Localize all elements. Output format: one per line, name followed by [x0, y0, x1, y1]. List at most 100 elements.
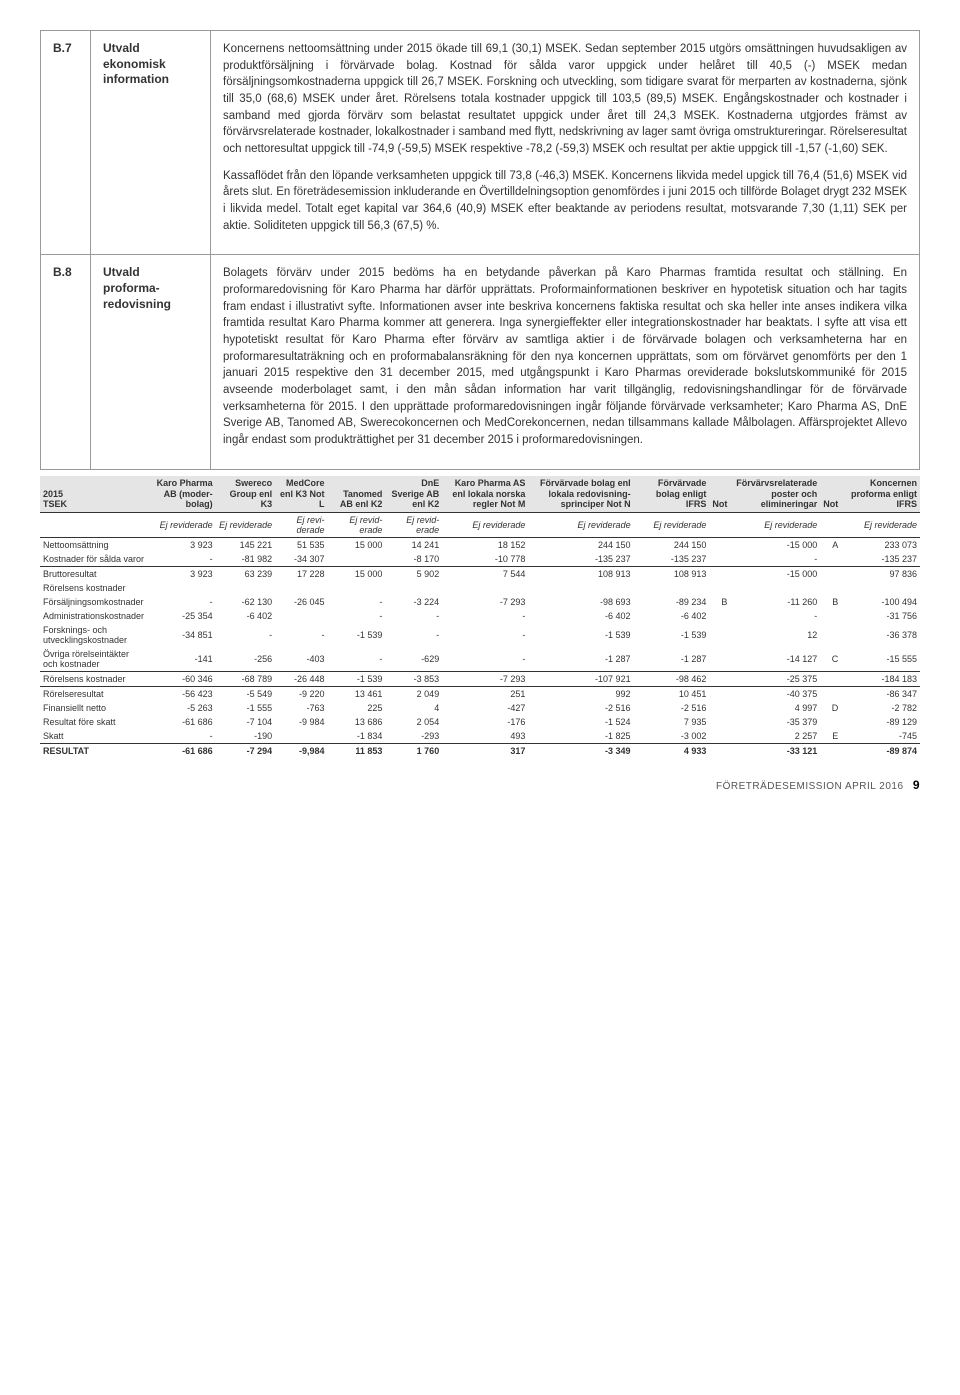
fin-cell: -25 354: [149, 609, 216, 623]
fin-cell: 15 000: [328, 538, 386, 553]
b8-para-1: Bolagets förvärv under 2015 bedöms ha en…: [223, 265, 907, 448]
fin-col-4: DnE Sverige AB enl K2: [385, 476, 442, 513]
fin-col-11: Koncernen proforma enligt IFRS: [841, 476, 920, 513]
fin-cell: [820, 581, 841, 595]
fin-cell: -763: [275, 701, 327, 715]
fin-col-10: Not: [820, 476, 841, 513]
fin-cell: [634, 581, 710, 595]
fin-cell: -36 378: [841, 623, 920, 647]
section-code-b8: B.8: [41, 255, 91, 469]
fin-cell: -: [149, 595, 216, 609]
fin-cell: -: [442, 623, 528, 647]
fin-cell: -98 693: [528, 595, 633, 609]
fin-row-label: Rörelseresultat: [40, 687, 149, 702]
fin-cell: -: [442, 609, 528, 623]
fin-cell: 1 760: [385, 744, 442, 759]
fin-cell: [730, 581, 820, 595]
fin-cell: [709, 581, 730, 595]
fin-cell: 7 935: [634, 715, 710, 729]
fin-cell: -: [442, 647, 528, 672]
fin-cell: -3 349: [528, 744, 633, 759]
fin-cell: B: [709, 595, 730, 609]
fin-cell: -6 402: [216, 609, 276, 623]
fin-cell: [820, 623, 841, 647]
fin-row-label: RESULTAT: [40, 744, 149, 759]
fin-header-title: 2015 TSEK: [40, 476, 149, 513]
fin-cell: 51 535: [275, 538, 327, 553]
fin-cell: 14 241: [385, 538, 442, 553]
fin-cell: [528, 581, 633, 595]
fin-cell: -5 263: [149, 701, 216, 715]
fin-cell: -: [328, 647, 386, 672]
fin-cell: -1 539: [528, 623, 633, 647]
fin-cell: 244 150: [634, 538, 710, 553]
fin-cell: 992: [528, 687, 633, 702]
fin-cell: 3 923: [149, 538, 216, 553]
fin-cell: [328, 581, 386, 595]
fin-cell: [820, 609, 841, 623]
fin-cell: -3 002: [634, 729, 710, 744]
footer-page: 9: [913, 778, 920, 792]
fin-cell: 233 073: [841, 538, 920, 553]
fin-cell: -2 516: [528, 701, 633, 715]
fin-cell: [275, 581, 327, 595]
fin-cell: 493: [442, 729, 528, 744]
fin-cell: 2 054: [385, 715, 442, 729]
fin-cell: 63 239: [216, 567, 276, 582]
fin-col-6: Förvär­vade bolag enl lokala redo­visnin…: [528, 476, 633, 513]
fin-cell: -2 782: [841, 701, 920, 715]
fin-cell: 4 997: [730, 701, 820, 715]
fin-cell: 17 228: [275, 567, 327, 582]
fin-cell: B: [820, 595, 841, 609]
fin-cell: -1 834: [328, 729, 386, 744]
fin-cell: 317: [442, 744, 528, 759]
fin-cell: [216, 581, 276, 595]
fin-row-label: Bruttoresultat: [40, 567, 149, 582]
fin-cell: -: [328, 609, 386, 623]
fin-cell: [709, 609, 730, 623]
fin-cell: -40 375: [730, 687, 820, 702]
fin-cell: -1 825: [528, 729, 633, 744]
fin-cell: -403: [275, 647, 327, 672]
fin-cell: 225: [328, 701, 386, 715]
fin-cell: [149, 581, 216, 595]
fin-cell: -: [730, 552, 820, 567]
fin-cell: 4 933: [634, 744, 710, 759]
fin-cell: -107 921: [528, 672, 633, 687]
fin-cell: -190: [216, 729, 276, 744]
fin-col-7: Förvärvade bolag enligt IFRS: [634, 476, 710, 513]
fin-cell: -7 104: [216, 715, 276, 729]
fin-cell: -14 127: [730, 647, 820, 672]
fin-cell: [709, 687, 730, 702]
fin-row-label: Finansiellt netto: [40, 701, 149, 715]
fin-cell: -61 686: [149, 715, 216, 729]
fin-cell: 4: [385, 701, 442, 715]
fin-cell: -256: [216, 647, 276, 672]
fin-cell: -1 287: [528, 647, 633, 672]
fin-tbody: Ej revid­eradeEj revid­eradeEj revi­dera…: [40, 513, 920, 759]
fin-cell: [820, 744, 841, 759]
fin-cell: [841, 581, 920, 595]
fin-cell: -26 448: [275, 672, 327, 687]
fin-cell: -35 379: [730, 715, 820, 729]
fin-cell: -1 539: [328, 623, 386, 647]
fin-cell: -15 000: [730, 567, 820, 582]
fin-cell: -7 294: [216, 744, 276, 759]
fin-row-label: Rörelsens kostnader: [40, 581, 149, 595]
fin-cell: -135 237: [841, 552, 920, 567]
fin-cell: 13 461: [328, 687, 386, 702]
fin-cell: -1 555: [216, 701, 276, 715]
fin-cell: -2 516: [634, 701, 710, 715]
fin-cell: -61 686: [149, 744, 216, 759]
fin-cell: 145 221: [216, 538, 276, 553]
fin-cell: -1 539: [634, 623, 710, 647]
fin-cell: -6 402: [528, 609, 633, 623]
fin-cell: 10 451: [634, 687, 710, 702]
fin-cell: 108 913: [634, 567, 710, 582]
fin-cell: -11 260: [730, 595, 820, 609]
fin-cell: [709, 623, 730, 647]
fin-cell: -25 375: [730, 672, 820, 687]
fin-cell: -9,984: [275, 744, 327, 759]
fin-cell: -89 234: [634, 595, 710, 609]
fin-cell: -: [385, 623, 442, 647]
